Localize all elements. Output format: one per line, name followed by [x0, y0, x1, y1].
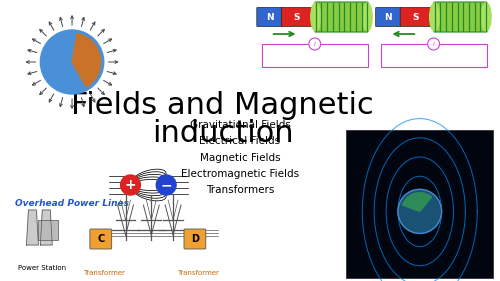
Circle shape: [120, 175, 141, 195]
Text: I: I: [314, 42, 316, 46]
Wedge shape: [72, 34, 101, 87]
Text: Magnetic Fields: Magnetic Fields: [200, 153, 280, 163]
FancyBboxPatch shape: [434, 2, 487, 32]
Text: S: S: [412, 12, 419, 22]
Text: Transformer: Transformer: [177, 269, 219, 276]
FancyBboxPatch shape: [315, 2, 368, 32]
Circle shape: [398, 189, 442, 234]
FancyBboxPatch shape: [257, 8, 282, 26]
FancyBboxPatch shape: [90, 229, 112, 249]
Text: S: S: [294, 12, 300, 22]
Ellipse shape: [430, 3, 440, 31]
Text: Transformer: Transformer: [83, 269, 124, 276]
Ellipse shape: [311, 3, 320, 31]
FancyBboxPatch shape: [184, 229, 206, 249]
Text: induction: induction: [152, 119, 294, 148]
Ellipse shape: [481, 3, 491, 31]
Ellipse shape: [362, 3, 372, 31]
Circle shape: [428, 38, 440, 50]
Text: −: −: [160, 178, 172, 192]
Circle shape: [156, 175, 176, 195]
Text: N: N: [384, 12, 392, 22]
FancyBboxPatch shape: [346, 130, 493, 278]
FancyBboxPatch shape: [376, 8, 401, 26]
Text: C: C: [97, 234, 104, 244]
Text: Electrical Fields: Electrical Fields: [200, 136, 280, 146]
Text: Transformers: Transformers: [206, 185, 274, 195]
Text: I: I: [432, 42, 434, 46]
FancyBboxPatch shape: [38, 220, 58, 240]
Text: Overhead Power Lines: Overhead Power Lines: [14, 199, 128, 208]
Text: Gravitational Fields: Gravitational Fields: [190, 120, 290, 130]
Wedge shape: [402, 193, 432, 211]
Text: Electromagnetic Fields: Electromagnetic Fields: [181, 169, 299, 179]
Text: +: +: [124, 178, 136, 192]
Polygon shape: [26, 210, 38, 245]
Text: D: D: [191, 234, 199, 244]
Circle shape: [40, 30, 104, 94]
Text: N: N: [266, 12, 274, 22]
Text: Fields and Magnetic: Fields and Magnetic: [72, 90, 374, 119]
FancyBboxPatch shape: [400, 8, 431, 26]
Text: Power Station: Power Station: [18, 265, 66, 271]
Polygon shape: [40, 210, 52, 245]
Circle shape: [309, 38, 320, 50]
FancyBboxPatch shape: [282, 8, 312, 26]
